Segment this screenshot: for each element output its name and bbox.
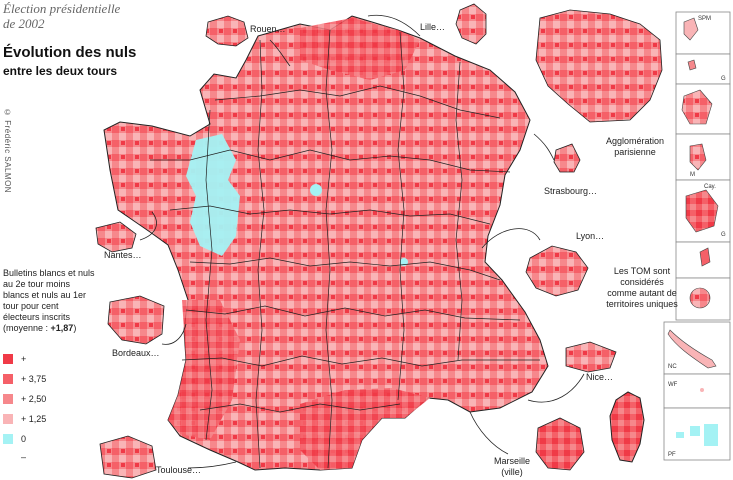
legend-mean-suffix: ) [73,323,77,333]
inset-marseille [535,417,585,471]
callout-paris: Agglomération parisienne [605,136,665,157]
legend-label-5: 0 [21,434,27,444]
legend-description: Bulletins blancs et nuls au 2e tour moin… [3,268,95,334]
inset-toulouse [99,435,157,479]
small-negative-patch [310,184,322,196]
legend-swatch-3 [3,394,13,404]
callout-bordeaux: Bordeaux… [112,348,160,358]
overseas-code-g1: G [721,76,726,82]
overseas-code-pf: PF [668,452,676,458]
inset-strasbourg [553,143,581,173]
western-negative-area [186,134,240,256]
overseas-insets [663,11,731,461]
callout-lyon: Lyon… [576,231,605,241]
legend-swatch-6 [3,452,13,462]
legend-description-text: Bulletins blancs et nuls au 2e tour moin… [3,268,95,322]
callout-toulouse: Toulouse… [156,465,202,475]
overseas-code-m: M [690,172,695,178]
overseas-code-nc: NC [668,364,677,370]
overseas-code-spm: SPM [698,16,712,22]
copyright-note: © Frédéric SALMON [3,108,12,194]
legend-label-6: – [21,452,27,462]
southwest-high-band [168,300,240,440]
legend-swatch-1 [3,354,13,364]
legend-label-1: + [21,354,27,364]
legend-label-4: + 1,25 [21,414,47,424]
map-subtitle: entre les deux tours [3,64,118,78]
small-negative-patch [400,258,408,266]
election-year: de 2002 [3,16,45,31]
legend-mean-value: +1,87 [50,323,74,333]
southern-high-band [300,388,430,470]
inset-paris [535,9,663,123]
callout-rouen: Rouen… [250,24,286,34]
inset-rouen [205,15,249,47]
callout-nantes: Nantes… [104,250,142,260]
inset-bordeaux [107,295,165,345]
callout-strasbourg: Strasbourg… [544,186,598,196]
department-borders [150,29,540,469]
callout-lille: Lille… [420,22,446,32]
legend-swatch-2 [3,374,13,384]
overseas-code-g2: G [721,232,726,238]
callout-leaders [139,14,585,469]
callout-nice: Nice… [586,372,614,382]
inset-nantes [95,221,137,253]
legend-label-2: + 3,75 [21,374,47,384]
callout-marseille: Marseille (ville) [493,456,530,477]
legend-swatch-4 [3,414,13,424]
corsica [609,391,645,463]
legend-label-3: + 2,50 [21,394,47,404]
inset-nice [565,341,617,373]
legend-mean-prefix: (moyenne : [3,323,51,333]
election-title: Élection présidentielle [3,1,121,16]
tom-note: Les TOM sont considérés comme autant de … [606,266,678,309]
map-title: Évolution des nuls [3,44,137,61]
legend-swatch-5 [3,434,13,444]
inset-lyon [525,245,589,297]
inset-lille [455,3,487,45]
overseas-code-cay: Cay. [704,184,716,190]
overseas-code-wf: WF [668,382,678,388]
